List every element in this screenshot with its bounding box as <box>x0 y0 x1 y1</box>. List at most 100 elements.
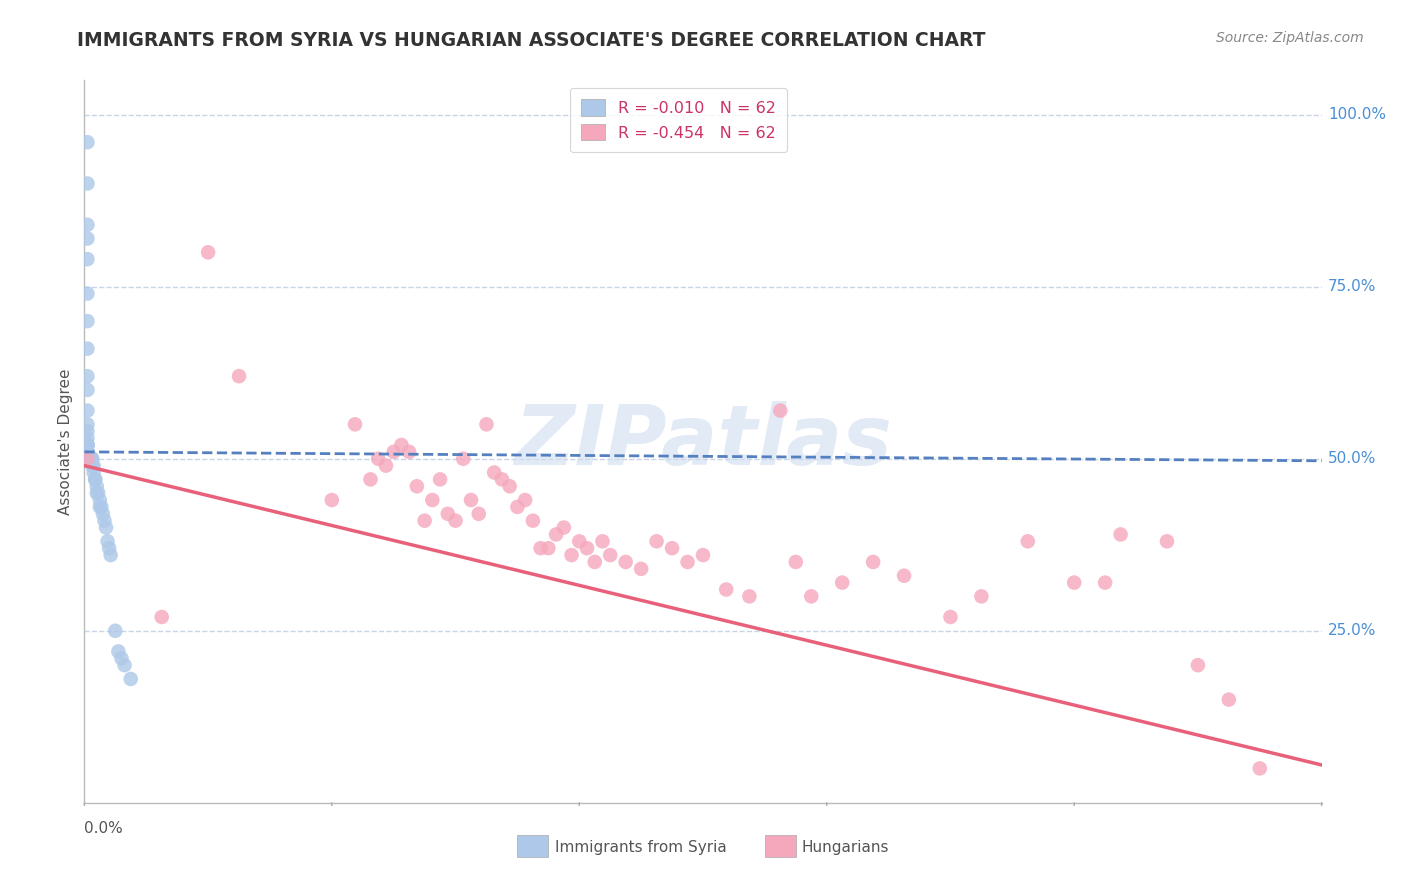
Text: 0.0%: 0.0% <box>84 821 124 836</box>
Point <box>76 403 98 417</box>
Point <box>1249 761 1271 775</box>
Point <box>599 548 621 562</box>
Point <box>76 286 98 301</box>
Point <box>460 493 482 508</box>
Point <box>93 514 115 528</box>
Point <box>82 451 104 466</box>
Point <box>1187 658 1209 673</box>
Point <box>83 466 105 480</box>
Point <box>76 369 98 384</box>
Point <box>76 445 98 459</box>
Point <box>769 403 792 417</box>
Point <box>89 493 111 508</box>
Point <box>76 438 98 452</box>
Point <box>77 451 100 466</box>
Text: Hungarians: Hungarians <box>801 840 890 855</box>
Point <box>76 424 98 438</box>
Bar <box>517 835 548 857</box>
Point <box>82 458 104 473</box>
Point <box>76 445 98 459</box>
Point <box>467 507 491 521</box>
Point <box>568 534 591 549</box>
Point <box>546 527 568 541</box>
Point <box>405 479 427 493</box>
Point <box>560 548 583 562</box>
Point <box>76 445 98 459</box>
Point <box>537 541 560 556</box>
Point <box>114 658 136 673</box>
Point <box>79 451 101 466</box>
Point <box>86 479 108 493</box>
Point <box>522 514 544 528</box>
Text: 25.0%: 25.0% <box>1327 624 1376 639</box>
Point <box>107 644 129 658</box>
Point <box>893 568 915 582</box>
Point <box>76 231 98 245</box>
Point <box>800 590 823 604</box>
Point <box>84 472 107 486</box>
Point <box>614 555 637 569</box>
Point <box>592 534 614 549</box>
Point <box>82 451 104 466</box>
Point <box>76 445 98 459</box>
Point <box>110 651 132 665</box>
Point <box>76 445 98 459</box>
Point <box>831 575 853 590</box>
Point <box>1109 527 1132 541</box>
Point <box>77 451 100 466</box>
Point <box>76 218 98 232</box>
Point <box>343 417 366 432</box>
Point <box>76 438 98 452</box>
Point <box>76 431 98 445</box>
Point <box>553 520 575 534</box>
Text: Source: ZipAtlas.com: Source: ZipAtlas.com <box>1216 31 1364 45</box>
Point <box>87 486 110 500</box>
Text: IMMIGRANTS FROM SYRIA VS HUNGARIAN ASSOCIATE'S DEGREE CORRELATION CHART: IMMIGRANTS FROM SYRIA VS HUNGARIAN ASSOC… <box>77 31 986 50</box>
Point <box>444 514 467 528</box>
Bar <box>765 835 796 857</box>
Point <box>389 438 413 452</box>
Point <box>76 438 98 452</box>
Y-axis label: Associate's Degree: Associate's Degree <box>58 368 73 515</box>
Point <box>76 383 98 397</box>
Point <box>228 369 250 384</box>
Point <box>100 548 122 562</box>
Point <box>76 445 98 459</box>
Point <box>939 610 962 624</box>
Text: 100.0%: 100.0% <box>1327 107 1386 122</box>
Point <box>661 541 683 556</box>
Point <box>676 555 699 569</box>
Point <box>436 507 458 521</box>
Point <box>76 445 98 459</box>
Point <box>1218 692 1240 706</box>
Point <box>692 548 714 562</box>
Point <box>506 500 529 514</box>
Point <box>515 493 537 508</box>
Point <box>321 493 343 508</box>
Point <box>970 590 993 604</box>
Point <box>429 472 451 486</box>
Point <box>583 555 606 569</box>
Point <box>630 562 652 576</box>
Point <box>714 582 737 597</box>
Point <box>76 417 98 432</box>
Point <box>499 479 522 493</box>
Point <box>84 472 107 486</box>
Point <box>76 342 98 356</box>
Point <box>862 555 884 569</box>
Point <box>76 314 98 328</box>
Point <box>76 445 98 459</box>
Text: ZIPatlas: ZIPatlas <box>515 401 891 482</box>
Point <box>529 541 551 556</box>
Point <box>645 534 668 549</box>
Point <box>1156 534 1178 549</box>
Point <box>422 493 444 508</box>
Text: 75.0%: 75.0% <box>1327 279 1376 294</box>
Point <box>76 445 98 459</box>
Point <box>76 445 98 459</box>
Point <box>398 445 420 459</box>
Point <box>76 177 98 191</box>
Point <box>475 417 498 432</box>
Point <box>785 555 807 569</box>
Point <box>374 458 398 473</box>
